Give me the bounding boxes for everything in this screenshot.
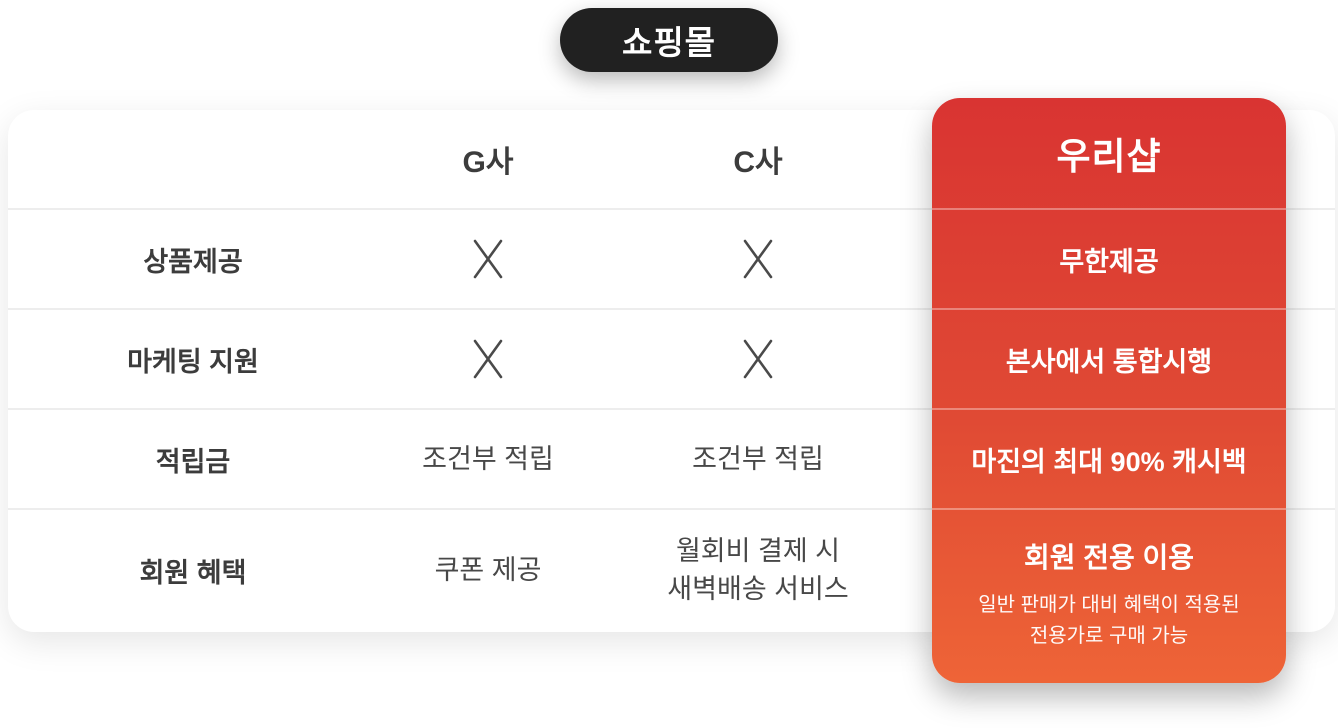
x-mark-icon — [473, 239, 503, 279]
our-shop-title: 우리샵 — [1056, 136, 1162, 177]
member-benefit-subtext: 일반 판매가 대비 혜택이 적용된 전용가로 구매 가능 — [978, 590, 1239, 652]
c-value-line2: 새벽배송 서비스 — [667, 574, 849, 604]
x-mark-icon — [743, 339, 773, 379]
table-row-product-supply: 상품제공 — [8, 208, 1335, 308]
header-company-g: G사 — [462, 146, 514, 179]
c-value-cell — [598, 337, 918, 381]
member-benefit-title: 회원 전용 이용 — [1023, 542, 1195, 573]
row-label: 상품제공 — [143, 246, 243, 277]
table-row-member-benefits: 회원 혜택 쿠폰 제공 월회비 결제 시 새벽배송 서비스 — [8, 508, 1335, 630]
our-shop-highlight-column: 우리샵 무한제공 본사에서 통합시행 마진의 최대 90% 캐시백 회원 전용 … — [932, 98, 1286, 683]
table-row-marketing-support: 마케팅 지원 — [8, 308, 1335, 408]
c-value-line1: 월회비 결제 시 — [675, 535, 841, 566]
g-value-cell: 쿠폰 제공 — [434, 554, 542, 585]
g-value-cell: 조건부 적립 — [422, 443, 554, 474]
x-mark-icon — [743, 239, 773, 279]
g-value-cell — [378, 337, 598, 381]
c-value-cell — [598, 237, 918, 281]
table-header-row: G사 C사 — [8, 110, 1335, 208]
row-label: 적립금 — [155, 446, 231, 477]
badge-label: 쇼핑몰 — [621, 24, 717, 61]
row-label: 회원 혜택 — [139, 557, 247, 588]
x-mark-icon — [473, 339, 503, 379]
our-shop-member-benefits: 회원 전용 이용 일반 판매가 대비 혜택이 적용된 전용가로 구매 가능 — [932, 508, 1286, 683]
c-value-cell: 조건부 적립 — [692, 443, 824, 474]
row-label: 마케팅 지원 — [127, 346, 259, 377]
member-benefit-subtext-line2: 전용가로 구매 가능 — [1029, 625, 1189, 647]
our-shop-reward-points: 마진의 최대 90% 캐시백 — [932, 408, 1286, 508]
our-shop-product-supply: 무한제공 — [932, 208, 1286, 308]
g-value-cell — [378, 237, 598, 281]
c-value-cell: 월회비 결제 시 새벽배송 서비스 — [598, 532, 918, 609]
our-shop-marketing-support: 본사에서 통합시행 — [932, 308, 1286, 408]
table-row-reward-points: 적립금 조건부 적립 조건부 적립 — [8, 408, 1335, 508]
member-benefit-subtext-line1: 일반 판매가 대비 혜택이 적용된 — [978, 594, 1240, 616]
shopping-mall-badge: 쇼핑몰 — [560, 8, 778, 72]
header-company-c: C사 — [733, 146, 783, 179]
